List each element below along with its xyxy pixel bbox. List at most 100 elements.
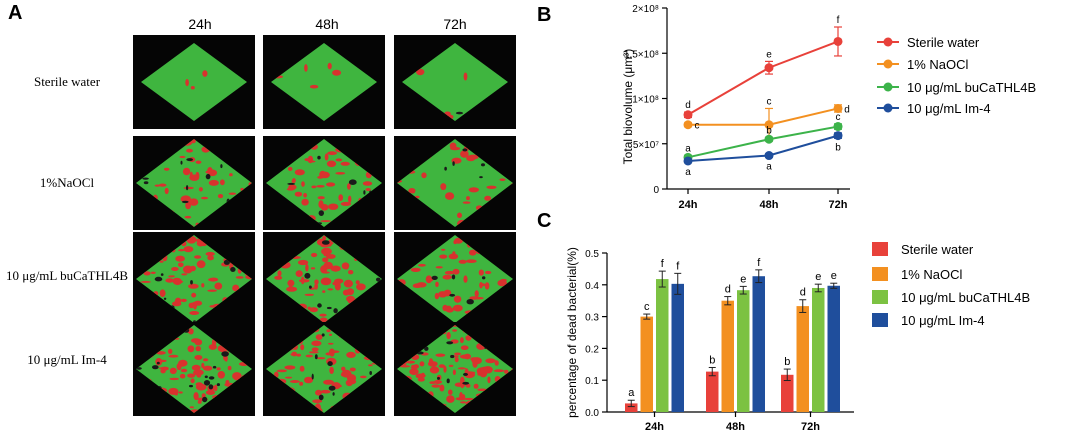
legend-item-3: 10 μg/mL Im-4 xyxy=(877,101,991,116)
bar-2-2 xyxy=(812,287,825,412)
biofilm-image-1-0 xyxy=(133,136,255,230)
x-tick-label: 72h xyxy=(829,199,848,211)
bar-1-1 xyxy=(721,300,734,412)
bar-1-2 xyxy=(796,306,809,412)
legend-item-2: 10 μg/mL buCaTHL4B xyxy=(872,290,1030,305)
significance-letter: d xyxy=(725,284,731,296)
y-tick-label: 0.1 xyxy=(585,376,599,387)
biofilm-image-0-2 xyxy=(394,35,516,129)
live-biofilm-layer xyxy=(141,43,247,121)
y-tick-label: 0.0 xyxy=(585,408,599,419)
y-tick-label: 1×10⁸ xyxy=(632,95,659,106)
row-label-bucathl4b: 10 μg/mL buCaTHL4B xyxy=(5,268,129,283)
data-point xyxy=(764,134,774,144)
data-point xyxy=(764,63,774,73)
significance-letter: d xyxy=(800,287,806,299)
x-tick-label: 24h xyxy=(679,199,698,211)
data-point xyxy=(683,156,693,166)
significance-letter: f xyxy=(837,15,840,26)
bar-3-1 xyxy=(752,276,765,412)
legend-label: 10 μg/mL buCaTHL4B xyxy=(907,80,1036,95)
significance-letter: a xyxy=(766,161,772,172)
legend-swatch xyxy=(872,242,888,256)
legend-marker xyxy=(883,103,893,113)
live-biofilm-layer xyxy=(136,139,252,227)
legend-item-1: 1% NaOCl xyxy=(877,57,969,72)
column-header-48h: 48h xyxy=(315,16,339,32)
significance-letter: b xyxy=(766,125,772,136)
biofilm-image-2-0 xyxy=(133,232,255,326)
biofilm-image-1-1 xyxy=(263,136,385,230)
legend-label: Sterile water xyxy=(901,242,974,257)
row-label-im4: 10 μg/mL Im-4 xyxy=(27,352,107,367)
legend-label: Sterile water xyxy=(907,35,980,50)
y-tick-label: 0.5 xyxy=(585,249,599,260)
panel-label-c: C xyxy=(537,210,552,232)
data-point xyxy=(833,131,843,141)
significance-letter: d xyxy=(685,100,691,111)
bar-2-1 xyxy=(737,290,750,412)
x-tick-label: 24h xyxy=(645,421,664,433)
biofilm-image-0-1 xyxy=(263,35,385,129)
panel-label-b: B xyxy=(537,4,552,26)
series-2: a b c xyxy=(683,112,843,162)
legend-label: 10 μg/mL Im-4 xyxy=(901,313,985,328)
column-header-24h: 24h xyxy=(188,16,212,32)
bar-0-0 xyxy=(625,403,638,412)
x-tick-label: 72h xyxy=(801,421,820,433)
significance-letter: f xyxy=(661,258,665,270)
y-axis-title: percentage of dead bacterial(%) xyxy=(565,247,579,418)
legend-marker xyxy=(883,59,893,69)
biofilm-image-2-2 xyxy=(394,232,516,326)
data-point xyxy=(683,110,693,120)
legend-label: 10 μg/mL Im-4 xyxy=(907,101,991,116)
live-biofilm-layer xyxy=(271,43,377,121)
legend-marker xyxy=(883,82,893,92)
significance-letter: b xyxy=(709,354,715,366)
significance-letter: f xyxy=(676,260,680,272)
y-tick-label: 0.2 xyxy=(585,344,599,355)
data-point xyxy=(833,36,843,46)
data-point xyxy=(833,103,843,113)
y-tick-label: 2×10⁸ xyxy=(632,4,659,15)
significance-letter: e xyxy=(831,270,837,282)
data-point xyxy=(833,122,843,132)
data-point xyxy=(764,151,774,161)
y-tick-label: 5×10⁷ xyxy=(633,140,660,151)
significance-letter: f xyxy=(757,257,761,269)
biofilm-image-3-2 xyxy=(394,322,516,416)
y-axis-title: Total biovolume (μm³) xyxy=(621,49,635,165)
bar-2-0 xyxy=(656,279,669,412)
y-tick-label: 1.5×10⁸ xyxy=(624,49,659,60)
significance-letter: a xyxy=(685,144,691,155)
significance-letter: e xyxy=(766,49,772,60)
biofilm-image-3-0 xyxy=(133,322,255,416)
significance-letter: a xyxy=(685,167,691,178)
row-label-naocl: 1%NaOCl xyxy=(39,175,95,190)
significance-letter: d xyxy=(844,104,850,115)
live-biofilm-layer xyxy=(402,43,508,121)
legend-item-3: 10 μg/mL Im-4 xyxy=(872,313,985,328)
series-1: ccd xyxy=(683,96,850,142)
significance-letter: b xyxy=(784,356,790,368)
live-biofilm-layer xyxy=(136,235,252,323)
series-0: d e f xyxy=(683,15,843,120)
biovolume-line-chart: 0 5×10⁷ 1×10⁸ 1.5×10⁸ 2×10⁸ 24h 48h 72h Total bi… xyxy=(621,4,1036,211)
bar-0-2 xyxy=(781,374,794,412)
y-tick-label: 0.4 xyxy=(585,281,599,292)
data-point xyxy=(764,120,774,130)
series-line xyxy=(687,134,839,162)
data-point xyxy=(683,120,693,130)
legend-label: 1% NaOCl xyxy=(907,57,969,72)
panel-label-a: A xyxy=(8,2,23,24)
legend-swatch xyxy=(872,313,888,327)
legend-item-0: Sterile water xyxy=(872,242,974,257)
significance-letter: e xyxy=(740,273,746,285)
series-3: a a b xyxy=(683,131,843,178)
live-biofilm-layer xyxy=(397,139,513,227)
biofilm-image-2-1 xyxy=(263,232,385,326)
legend-label: 10 μg/mL buCaTHL4B xyxy=(901,290,1030,305)
bar-0-1 xyxy=(706,371,719,412)
significance-letter: c xyxy=(836,112,841,123)
legend-item-0: Sterile water xyxy=(877,35,980,50)
